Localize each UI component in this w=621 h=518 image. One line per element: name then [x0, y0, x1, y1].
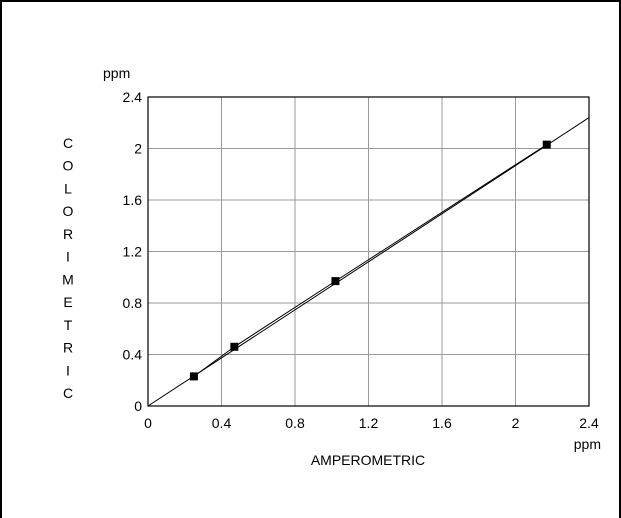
- y-tick-label: 2: [134, 141, 142, 157]
- y-axis-label-letter: T: [64, 317, 73, 333]
- y-tick-label: 1.6: [123, 192, 143, 208]
- x-tick-label: 2: [512, 415, 520, 431]
- y-tick-label: 0.4: [123, 347, 143, 363]
- y-axis-label-letter: I: [66, 362, 70, 378]
- data-point: [542, 140, 551, 149]
- y-axis-label-letter: M: [62, 271, 74, 287]
- x-tick-label: 2.4: [579, 415, 599, 431]
- grid: [148, 97, 589, 406]
- y-unit-label: ppm: [103, 65, 130, 81]
- y-axis-label-letter: O: [63, 203, 74, 219]
- y-tick-label: 2.4: [123, 89, 143, 105]
- x-axis-label: AMPEROMETRIC: [311, 452, 425, 468]
- y-axis-label-letter: I: [66, 249, 70, 265]
- line-identity: [147, 117, 590, 407]
- x-tick-label: 0.8: [285, 415, 305, 431]
- y-tick-labels: 0 0.4 0.8 1.2 1.6 2 2.4: [123, 89, 143, 414]
- data-point: [230, 342, 239, 351]
- y-axis-label-letter: C: [63, 385, 73, 401]
- x-tick-labels: 0 0.4 0.8 1.2 1.6 2 2.4: [144, 415, 599, 431]
- fit-lines: [147, 117, 590, 407]
- x-tick-label: 1.2: [359, 415, 379, 431]
- y-tick-label: 1.2: [123, 244, 143, 260]
- y-axis-label-letter: E: [63, 294, 72, 310]
- y-axis-label-letter: L: [64, 180, 72, 196]
- x-tick-label: 1.6: [432, 415, 452, 431]
- y-tick-label: 0.8: [123, 295, 143, 311]
- x-tick-label: 0.4: [212, 415, 232, 431]
- data-point: [331, 277, 340, 286]
- y-axis-label-letter: C: [63, 135, 73, 151]
- y-axis-label-letter: R: [63, 226, 73, 242]
- line-connect: [193, 144, 548, 377]
- data-point: [189, 372, 198, 381]
- x-unit-label: ppm: [574, 436, 601, 452]
- y-axis-label-letter: R: [63, 340, 73, 356]
- x-tick-label: 0: [144, 415, 152, 431]
- y-tick-label: 0: [134, 398, 142, 414]
- y-axis-label-letter: O: [63, 158, 74, 174]
- data-points: [189, 140, 551, 381]
- plot-area: [147, 96, 590, 407]
